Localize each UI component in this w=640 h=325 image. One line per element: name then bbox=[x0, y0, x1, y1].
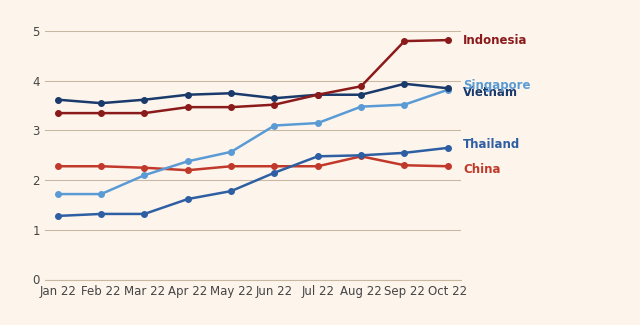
Text: China: China bbox=[463, 163, 500, 176]
Text: Indonesia: Indonesia bbox=[463, 33, 527, 46]
Text: Thailand: Thailand bbox=[463, 138, 520, 151]
Text: Singapore: Singapore bbox=[463, 79, 531, 92]
Text: Vietnam: Vietnam bbox=[463, 86, 518, 99]
